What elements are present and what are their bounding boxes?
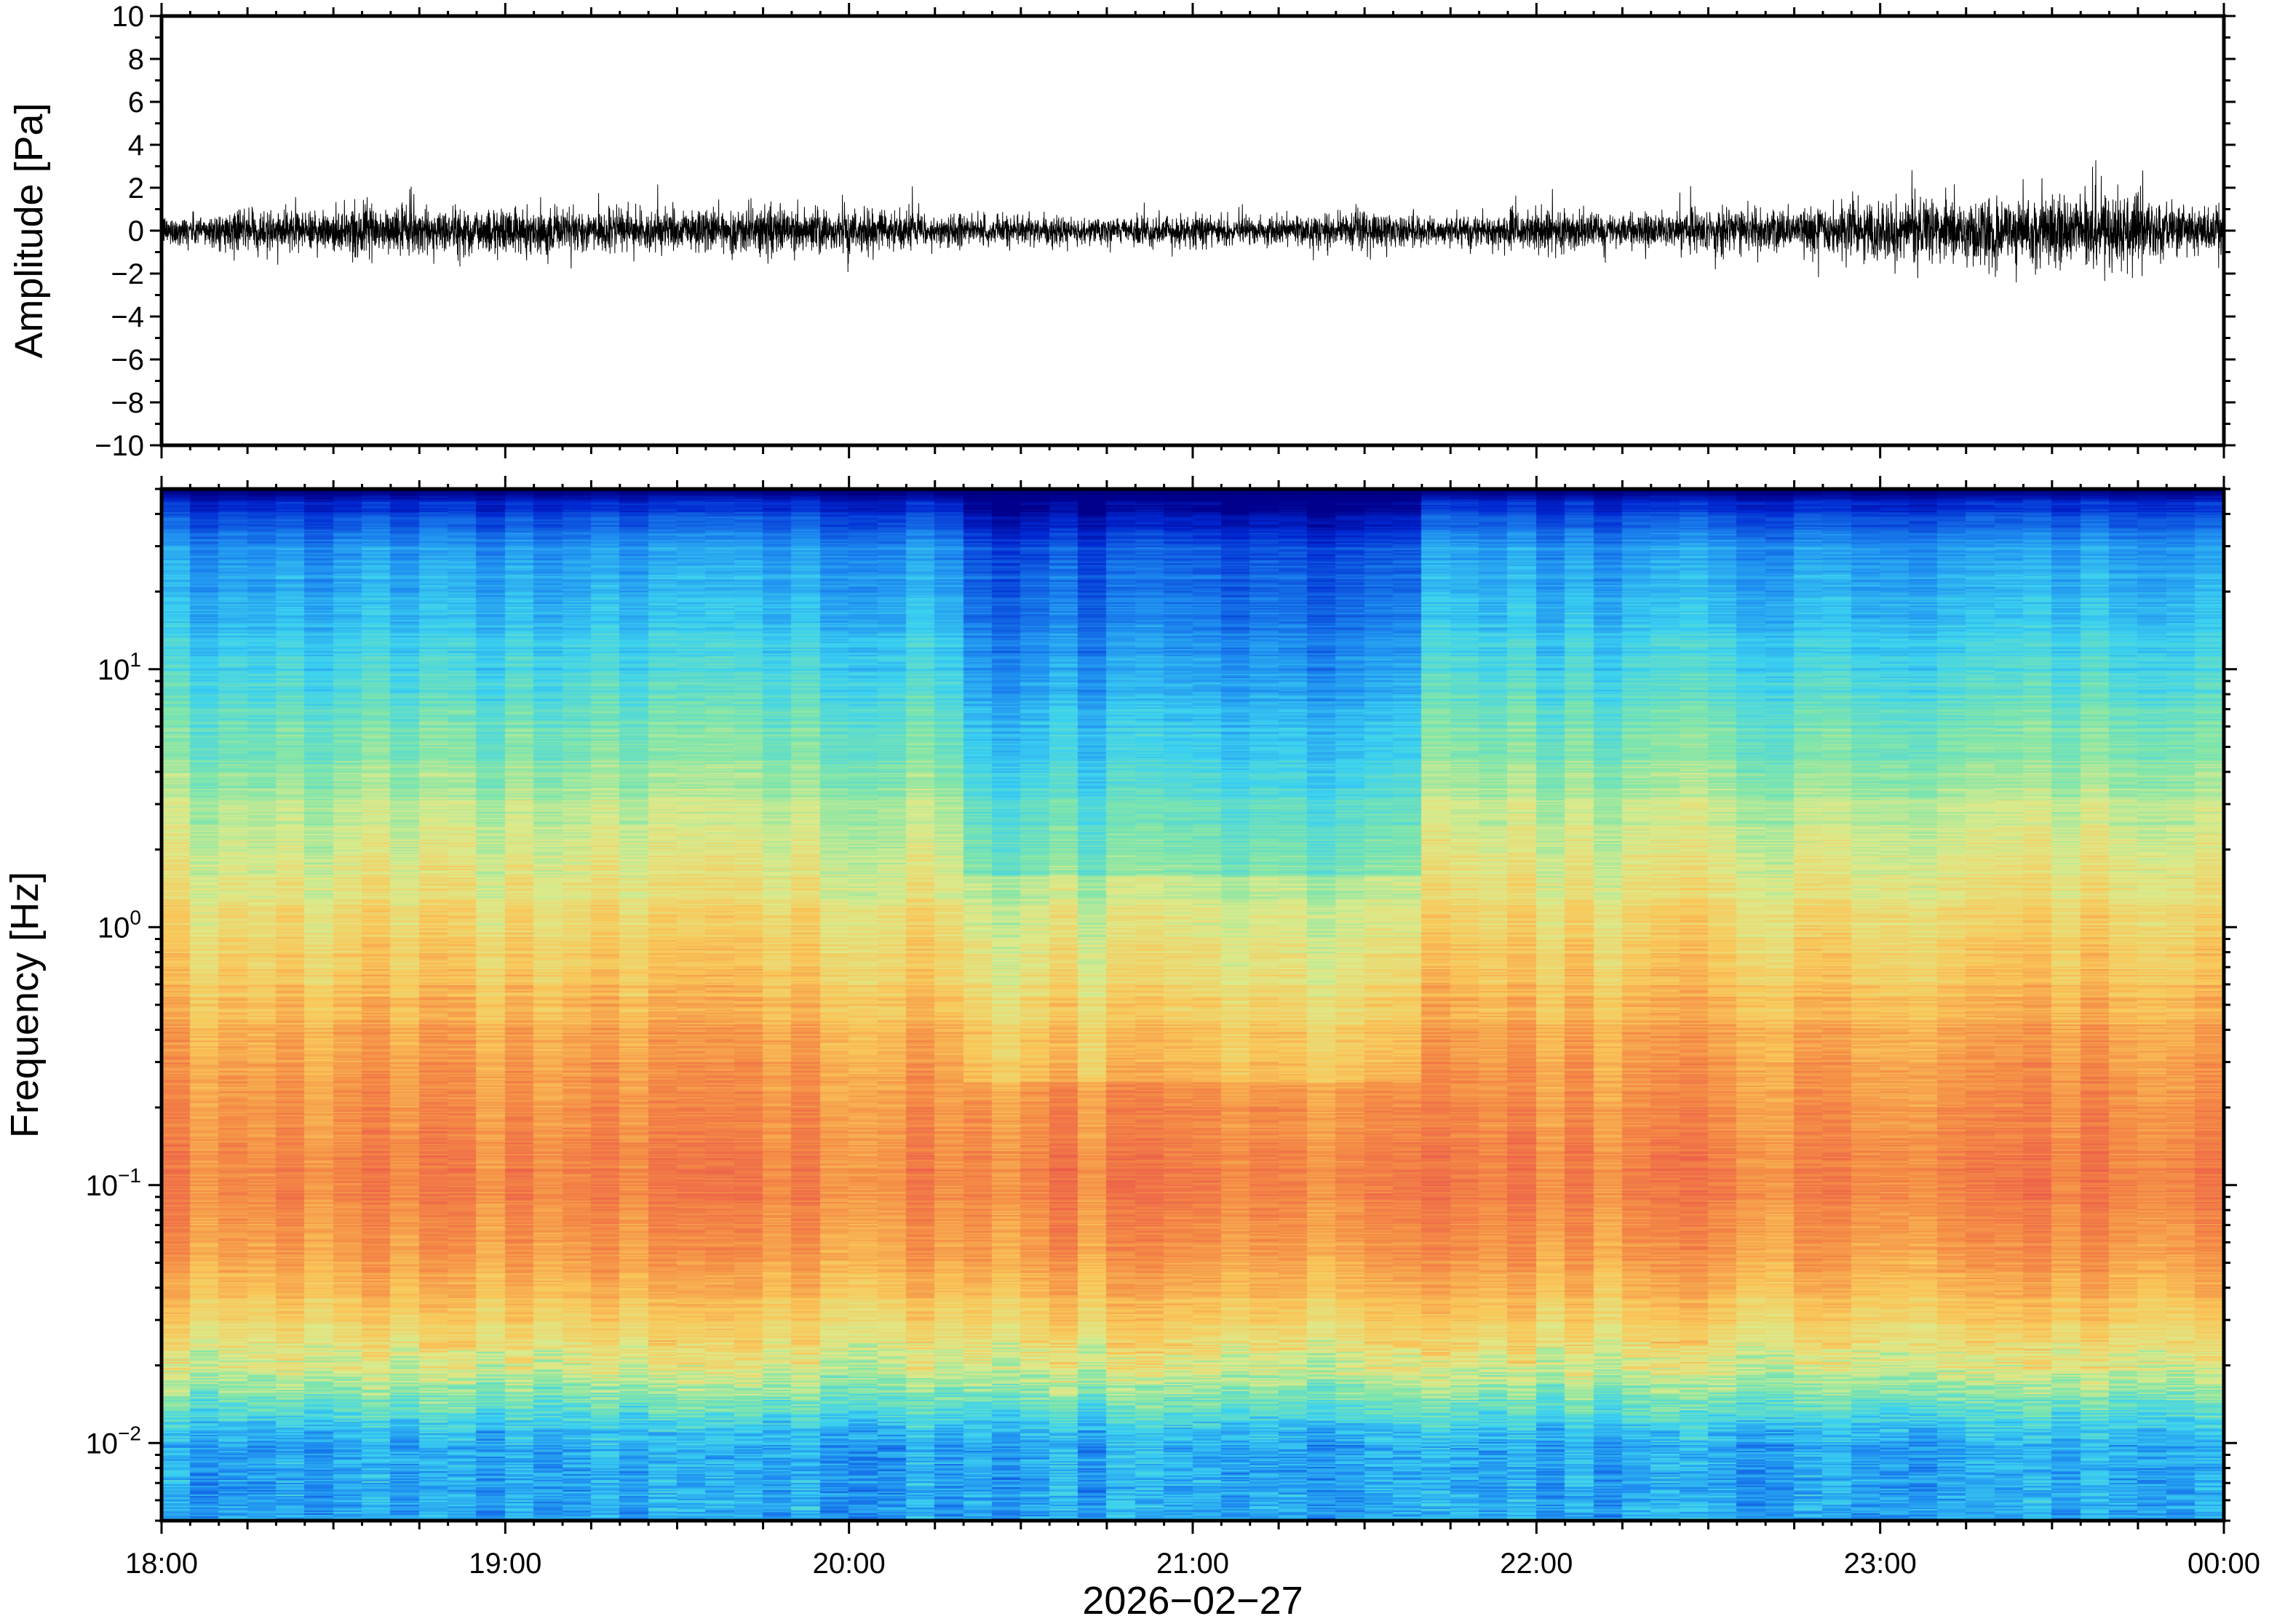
waveform-y-tick-label: 6 [128, 87, 144, 119]
waveform-panel: 10 8 6 4 2 0 −2 −4 −6 −8 −10 Amplitude [Pa] [7, 1, 2236, 462]
x-tick-label: 18:00 [125, 1548, 198, 1580]
waveform-y-tick-label: −6 [111, 344, 144, 376]
x-tick-label: 23:00 [1844, 1548, 1917, 1580]
spectrogram-frame [159, 487, 2226, 1523]
spectrogram-y-tick-label: 100 [98, 906, 141, 944]
tick-base: 10 [98, 912, 130, 944]
waveform-y-axis-title: Amplitude [Pa] [7, 103, 51, 358]
tick-exponent: 1 [130, 648, 141, 671]
spectrogram-ticks [148, 476, 2237, 1534]
waveform-y-tick-label: 4 [128, 130, 144, 162]
tick-base: 10 [98, 654, 130, 686]
waveform-ticks [150, 3, 2236, 458]
tick-exponent: −2 [118, 1422, 141, 1444]
waveform-y-tick-label: −10 [95, 430, 144, 462]
spectrogram-y-tick-label: 10−2 [86, 1422, 141, 1460]
tick-exponent: −1 [118, 1164, 141, 1187]
waveform-y-tick-label: 2 [128, 172, 144, 204]
tick-base: 10 [86, 1170, 119, 1202]
spectrogram-y-tick-label: 10−1 [86, 1164, 141, 1202]
x-tick-labels: 18:00 19:00 20:00 21:00 22:00 23:00 00:00 [125, 1548, 2260, 1580]
spectrogram-y-tick-label: 101 [98, 648, 141, 686]
waveform-y-tick-label: −4 [111, 301, 144, 333]
x-tick-label: 22:00 [1500, 1548, 1573, 1580]
waveform-y-tick-label: 0 [128, 215, 144, 247]
x-tick-label: 00:00 [2187, 1548, 2260, 1580]
waveform-y-tick-label: −8 [111, 387, 144, 419]
waveform-series [161, 160, 2225, 283]
waveform-y-tick-label: 10 [112, 1, 145, 33]
waveform-y-tick-label: −2 [111, 258, 144, 290]
waveform-y-tick-label: 8 [128, 44, 144, 76]
tick-base: 10 [86, 1428, 119, 1460]
x-tick-label: 19:00 [469, 1548, 541, 1580]
tick-exponent: 0 [130, 906, 141, 928]
waveform-y-tick-labels: 10 8 6 4 2 0 −2 −4 −6 −8 −10 [95, 1, 144, 462]
spectrogram-y-axis-title: Frequency [Hz] [3, 872, 47, 1138]
spectrogram-image [162, 489, 2224, 1521]
x-tick-label: 21:00 [1156, 1548, 1229, 1580]
x-tick-label: 20:00 [813, 1548, 886, 1580]
x-axis-title: 2026−02−27 [1082, 1579, 1303, 1623]
